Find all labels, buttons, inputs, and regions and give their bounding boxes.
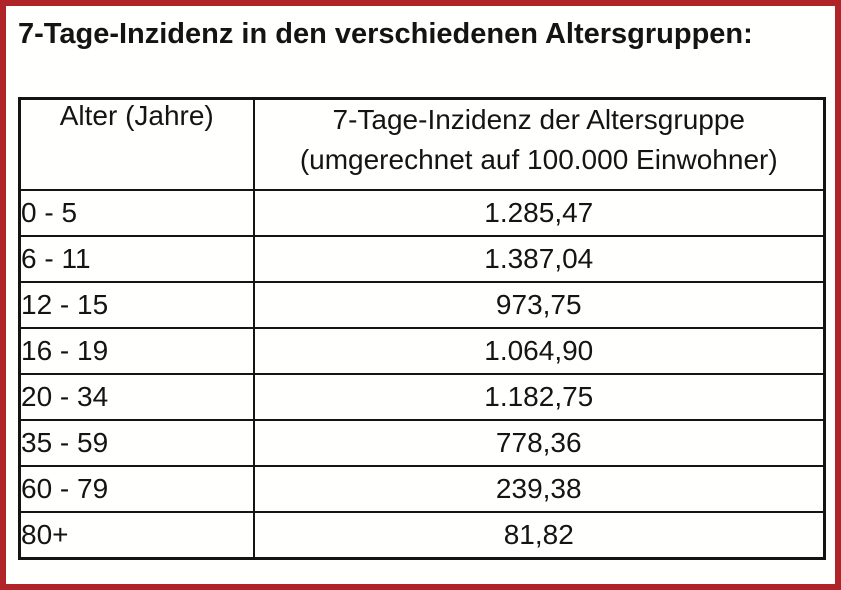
column-header-incidence-line1: 7-Tage-Inzidenz der Altersgruppe	[332, 104, 745, 135]
age-group-cell: 80+	[18, 511, 255, 560]
table-row: 6 - 11 1.387,04	[18, 235, 826, 283]
column-header-incidence: 7-Tage-Inzidenz der Altersgruppe (umgere…	[252, 97, 826, 191]
age-group-cell: 12 - 15	[18, 281, 255, 329]
column-header-age: Alter (Jahre)	[18, 97, 255, 191]
incidence-value-cell: 778,36	[252, 419, 826, 467]
age-group-cell: 20 - 34	[18, 373, 255, 421]
incidence-value-cell: 1.387,04	[252, 235, 826, 283]
table-row: 35 - 59 778,36	[18, 419, 826, 467]
incidence-value-cell: 973,75	[252, 281, 826, 329]
table-row: 80+ 81,82	[18, 511, 826, 560]
age-group-cell: 16 - 19	[18, 327, 255, 375]
table-row: 12 - 15 973,75	[18, 281, 826, 329]
page-title: 7-Tage-Inzidenz in den verschiedenen Alt…	[18, 18, 753, 50]
table-row: 60 - 79 239,38	[18, 465, 826, 513]
table-header-row: Alter (Jahre) 7-Tage-Inzidenz der Alters…	[18, 97, 826, 191]
age-group-cell: 6 - 11	[18, 235, 255, 283]
incidence-value-cell: 239,38	[252, 465, 826, 513]
age-group-cell: 60 - 79	[18, 465, 255, 513]
table-row: 20 - 34 1.182,75	[18, 373, 826, 421]
column-header-incidence-line2: (umgerechnet auf 100.000 Einwohner)	[299, 144, 778, 175]
age-group-cell: 35 - 59	[18, 419, 255, 467]
incidence-table: Alter (Jahre) 7-Tage-Inzidenz der Alters…	[18, 97, 826, 560]
age-group-cell: 0 - 5	[18, 189, 255, 237]
table-row: 16 - 19 1.064,90	[18, 327, 826, 375]
incidence-value-cell: 1.182,75	[252, 373, 826, 421]
incidence-value-cell: 81,82	[252, 511, 826, 560]
incidence-value-cell: 1.064,90	[252, 327, 826, 375]
table-row: 0 - 5 1.285,47	[18, 189, 826, 237]
incidence-value-cell: 1.285,47	[252, 189, 826, 237]
